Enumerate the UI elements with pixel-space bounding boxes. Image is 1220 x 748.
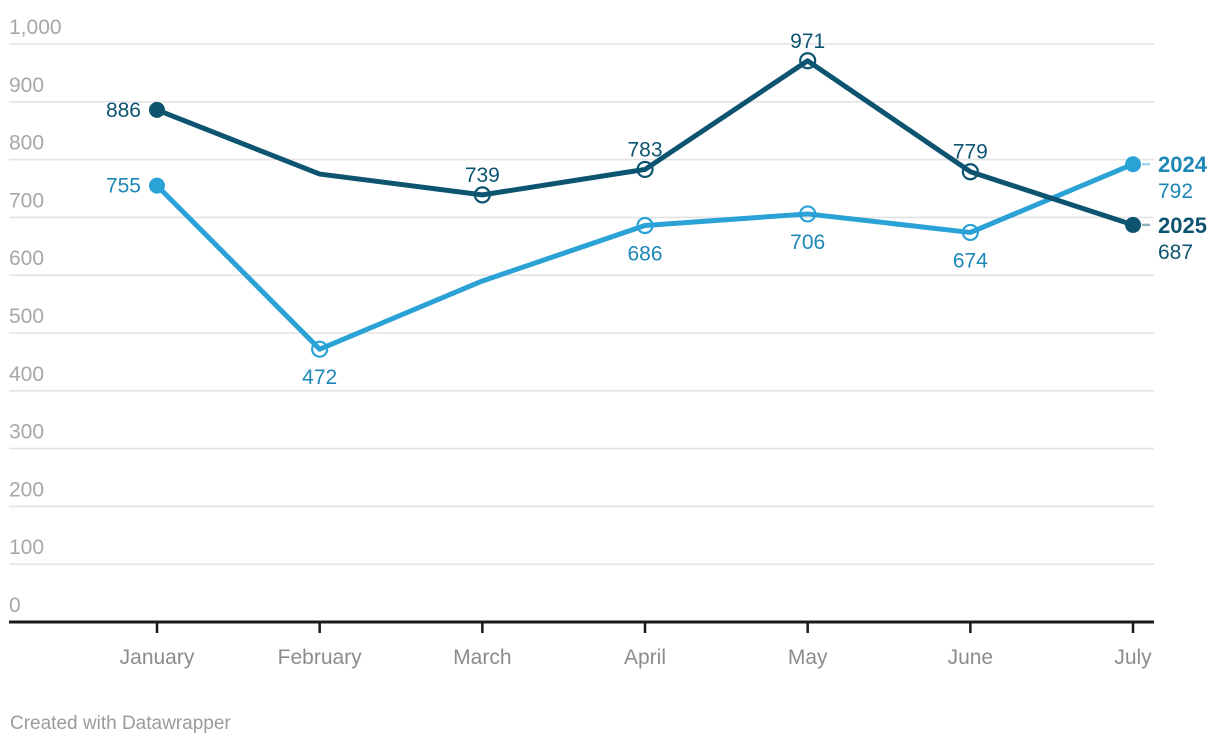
legend-year-2024: 2024 — [1158, 152, 1208, 177]
data-point-2025-April — [636, 160, 654, 179]
y-axis-tick-label: 700 — [9, 189, 44, 212]
y-axis-tick-label: 200 — [9, 478, 44, 501]
y-axis-tick-label: 0 — [9, 594, 21, 617]
chart-canvas: 0 100 200 300 400 500 600 700 800 900 1,000 January… — [9, 16, 1208, 669]
data-point-2025-March — [473, 186, 491, 204]
legend-value-2024: 792 — [1158, 180, 1193, 203]
value-label-2025-June: 779 — [953, 141, 988, 164]
value-label-2024-February: 472 — [302, 366, 337, 389]
x-axis-label: January — [120, 646, 195, 669]
data-point-2024-April — [636, 216, 654, 235]
y-axis-tick-label: 400 — [9, 363, 44, 386]
data-point-2025-June — [961, 163, 979, 181]
value-label-2025-March: 739 — [465, 164, 500, 187]
x-axis-label: May — [788, 646, 828, 669]
data-point-2025-January — [149, 101, 165, 118]
data-point-2024-July — [1125, 156, 1142, 173]
data-point-2024-January — [149, 177, 165, 194]
data-point-2025-May — [799, 52, 817, 70]
series-line-2025 — [154, 58, 1136, 228]
y-axis-tick-label: 600 — [9, 247, 44, 270]
value-label-2025-January: 886 — [106, 99, 141, 122]
y-axis-tick-label: 800 — [9, 132, 44, 155]
value-label-2025-May: 971 — [790, 30, 825, 53]
value-label-2024-April: 686 — [627, 242, 662, 265]
data-point-2024-February — [311, 340, 329, 358]
value-label-2024-June: 674 — [953, 249, 988, 272]
value-label-2024-May: 706 — [790, 231, 825, 254]
legend-value-2025: 687 — [1158, 241, 1193, 264]
legend-year-2025: 2025 — [1158, 213, 1207, 238]
value-label-2024-January: 755 — [106, 175, 141, 198]
y-axis-tick-label: 1,000 — [9, 16, 62, 39]
data-point-2024-May — [799, 205, 817, 223]
y-axis-tick-label: 900 — [9, 74, 44, 97]
y-axis-tick-label: 300 — [9, 421, 44, 444]
x-axis-label: April — [624, 646, 666, 669]
line-chart: 0 100 200 300 400 500 600 700 800 900 1,000 January… — [9, 16, 1208, 669]
x-axis-label: March — [453, 646, 511, 669]
y-axis-tick-label: 500 — [9, 305, 44, 328]
data-point-2024-June — [961, 223, 979, 242]
series-line-2024 — [154, 161, 1136, 352]
value-label-2025-April: 783 — [627, 138, 662, 161]
x-axis-label: February — [278, 646, 363, 669]
x-axis-label: June — [948, 646, 994, 669]
datawrapper-credit: Created with Datawrapper — [10, 713, 231, 734]
x-axis-label: July — [1114, 646, 1152, 669]
data-point-2025-July — [1125, 216, 1142, 233]
y-axis-tick-label: 100 — [9, 536, 44, 559]
